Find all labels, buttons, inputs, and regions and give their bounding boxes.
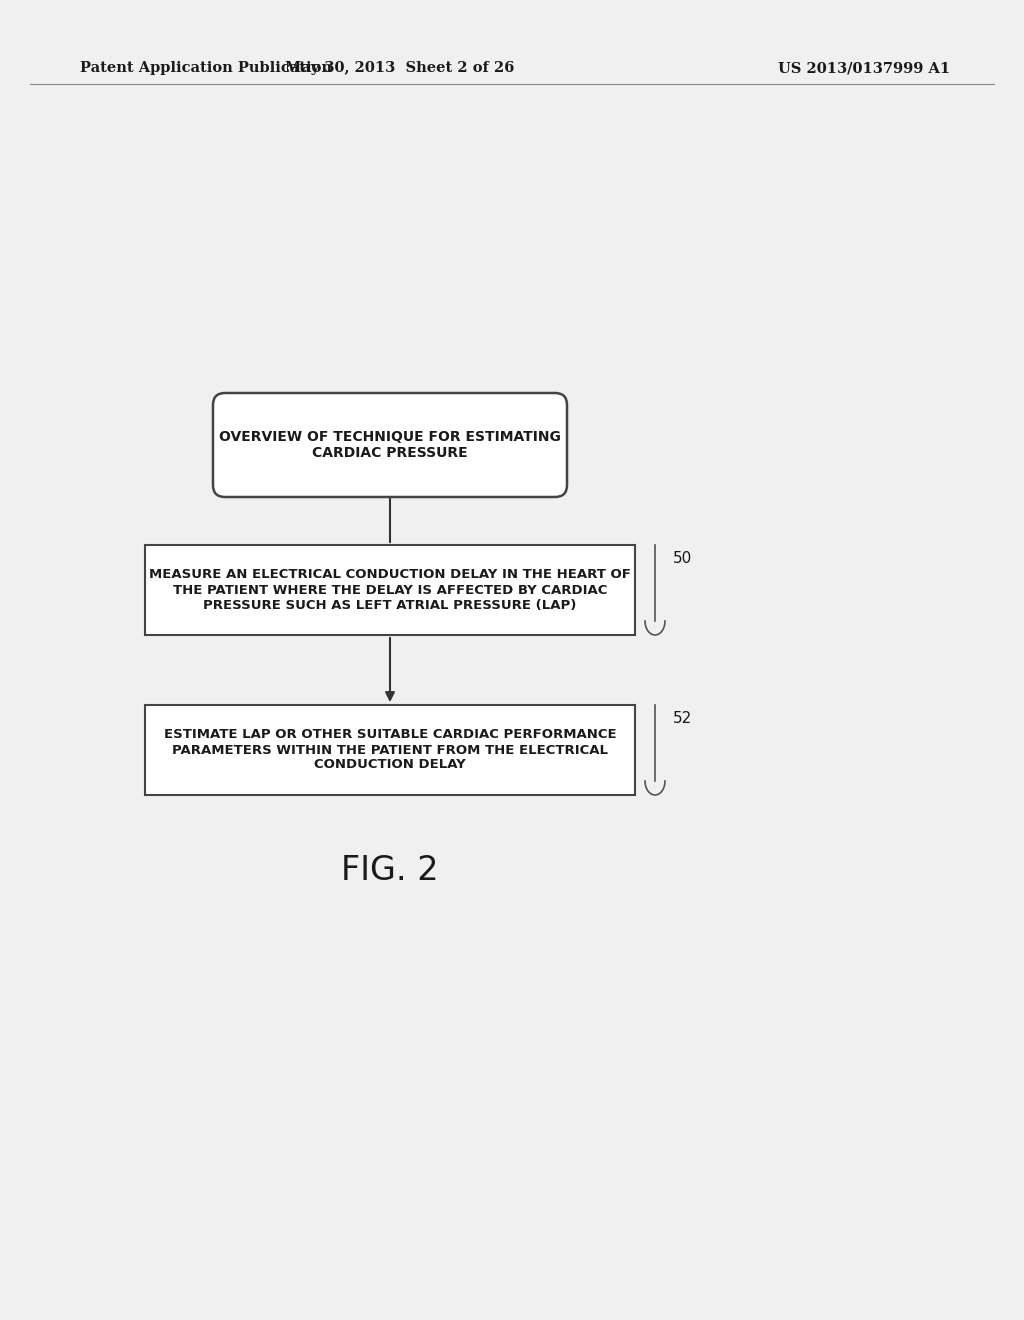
Text: MEASURE AN ELECTRICAL CONDUCTION DELAY IN THE HEART OF
THE PATIENT WHERE THE DEL: MEASURE AN ELECTRICAL CONDUCTION DELAY I… <box>150 569 631 611</box>
Text: OVERVIEW OF TECHNIQUE FOR ESTIMATING
CARDIAC PRESSURE: OVERVIEW OF TECHNIQUE FOR ESTIMATING CAR… <box>219 430 561 461</box>
FancyBboxPatch shape <box>213 393 567 498</box>
Text: ESTIMATE LAP OR OTHER SUITABLE CARDIAC PERFORMANCE
PARAMETERS WITHIN THE PATIENT: ESTIMATE LAP OR OTHER SUITABLE CARDIAC P… <box>164 729 616 771</box>
Text: US 2013/0137999 A1: US 2013/0137999 A1 <box>778 61 950 75</box>
Text: FIG. 2: FIG. 2 <box>341 854 439 887</box>
Text: Patent Application Publication: Patent Application Publication <box>80 61 332 75</box>
FancyBboxPatch shape <box>145 705 635 795</box>
Text: May 30, 2013  Sheet 2 of 26: May 30, 2013 Sheet 2 of 26 <box>286 61 515 75</box>
FancyBboxPatch shape <box>145 545 635 635</box>
Text: 52: 52 <box>673 711 692 726</box>
Text: 50: 50 <box>673 550 692 566</box>
